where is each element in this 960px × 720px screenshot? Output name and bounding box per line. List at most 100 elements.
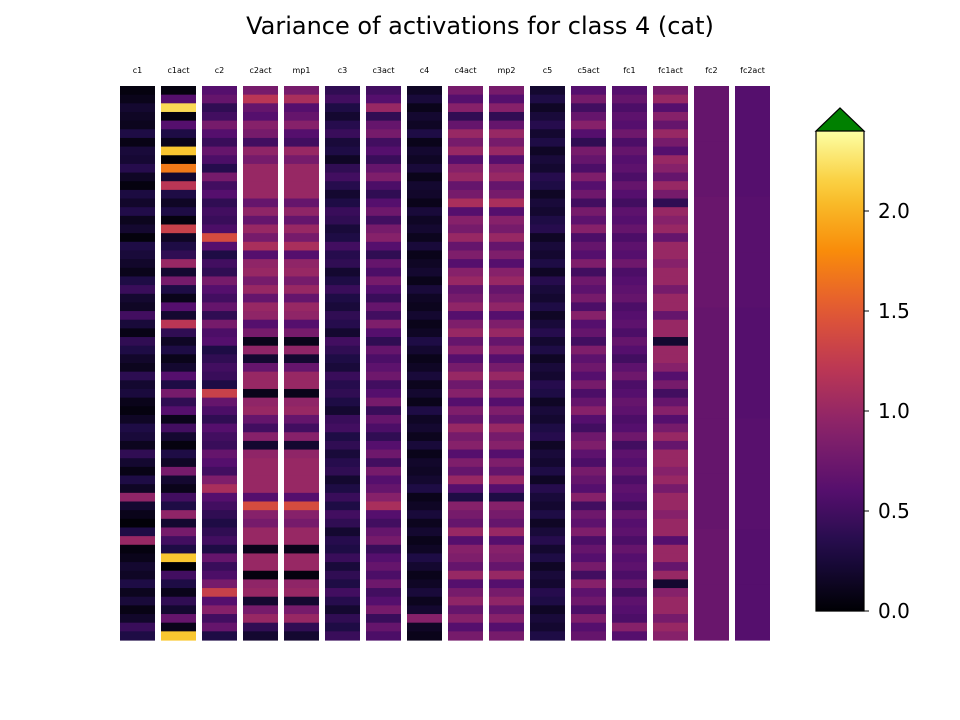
heatmap-cell [202,363,237,373]
heatmap-cell [325,484,360,494]
heatmap-cell [694,418,729,475]
heatmap-cell [612,241,647,252]
heatmap-cell [612,163,647,174]
heatmap-cell [161,440,196,451]
heatmap-cell [653,596,688,606]
heatmap-cell [653,198,688,208]
heatmap-cell [448,345,483,355]
heatmap-cell [530,553,565,563]
heatmap-cell [612,466,647,477]
heatmap-cell [612,432,647,442]
heatmap-cell [489,380,524,390]
heatmap-cell [489,207,524,217]
heatmap-cell [448,207,483,217]
heatmap-cell [612,293,647,304]
heatmap-cell [653,440,688,451]
heatmap-cell [612,302,647,312]
column-label-mp1: mp1 [293,66,311,75]
heatmap-cell [120,215,155,226]
heatmap-cell [120,579,155,589]
colorbar-tick-label: 0.5 [878,499,910,523]
heatmap-cell [694,307,729,364]
heatmap-cell [448,86,483,96]
heatmap-cell [284,189,319,200]
heatmap-cell [489,120,524,130]
heatmap-cell [530,440,565,451]
heatmap-cell [284,588,319,598]
heatmap-cell [448,406,483,416]
heatmap-cell [653,588,688,598]
heatmap-cell [325,510,360,520]
heatmap-cell [530,388,565,399]
heatmap-cell [202,181,237,191]
heatmap-cell [366,458,401,468]
heatmap-cell [243,198,278,208]
heatmap-cell [202,423,237,433]
heatmap-cell [202,449,237,459]
heatmap-cell [571,328,606,338]
heatmap-cell [530,579,565,589]
heatmap-cell [612,605,647,615]
heatmap-cell [243,311,278,321]
heatmap-cell [653,86,688,96]
heatmap-cell [325,120,360,130]
column-label-c1act: c1act [168,66,190,75]
heatmap-cell [243,553,278,563]
heatmap-cell [366,137,401,148]
heatmap-cell [161,484,196,494]
heatmap-cell [243,129,278,139]
heatmap-cell [284,328,319,338]
heatmap-cell [202,137,237,148]
heatmap-cell [366,596,401,606]
heatmap-cell [571,492,606,503]
heatmap-cell [530,215,565,226]
heatmap-cell [653,605,688,615]
heatmap-cell [407,414,442,425]
heatmap-cell [284,397,319,407]
heatmap-cell [448,94,483,104]
heatmap-cell [161,414,196,425]
heatmap-cell [284,380,319,390]
heatmap-cell [407,544,442,555]
heatmap-cell [243,224,278,234]
heatmap-cell [243,622,278,632]
heatmap-cell [366,181,401,191]
heatmap-cell [489,363,524,373]
heatmap-cell [202,172,237,182]
heatmap-cell [202,146,237,156]
heatmap-cell [448,259,483,269]
heatmap-cell [489,458,524,468]
heatmap-cell [120,553,155,563]
heatmap-cell [489,484,524,494]
heatmap-cell [366,198,401,208]
heatmap-cell [571,475,606,485]
heatmap-cell [653,163,688,174]
heatmap-cell [653,536,688,546]
colorbar-outline [815,131,865,612]
heatmap-cell [120,146,155,156]
heatmap-cell [120,129,155,139]
heatmap-cell [366,311,401,321]
heatmap-cell [448,302,483,312]
heatmap-cell [735,418,770,475]
heatmap-cell [653,501,688,511]
heatmap-cell [612,397,647,407]
heatmap-cell [366,631,401,641]
heatmap-cell [284,233,319,243]
heatmap-cell [325,302,360,312]
heatmap-cell [120,337,155,347]
heatmap-cell [612,614,647,624]
heatmap-cell [243,189,278,200]
heatmap-cell [448,596,483,606]
heatmap-cell [325,388,360,399]
heatmap-cell [161,544,196,555]
heatmap-cell [448,397,483,407]
heatmap-cell [202,631,237,641]
heatmap-cell [161,466,196,477]
heatmap-column-c5: c5 [530,66,565,641]
heatmap-cell [161,371,196,381]
heatmap-cell [325,129,360,139]
heatmap-cell [120,207,155,217]
heatmap-cell [325,94,360,104]
heatmap-cell [202,293,237,304]
